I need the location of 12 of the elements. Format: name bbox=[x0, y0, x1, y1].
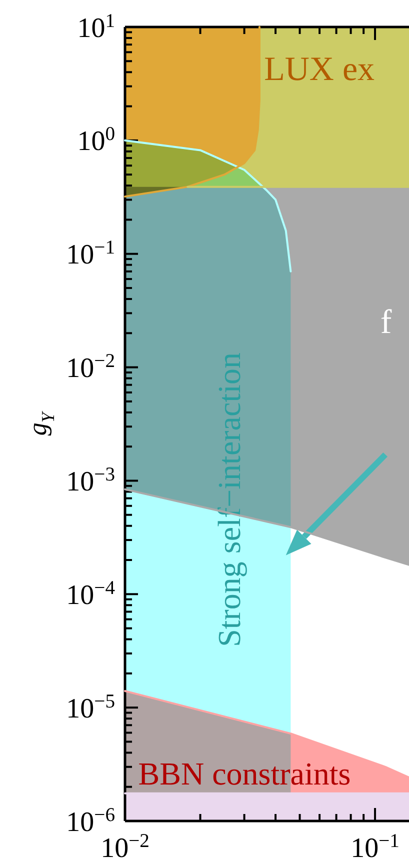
y-tick-label: 10$^{−1}$ bbox=[66, 237, 115, 271]
annotation: Strong self−interaction bbox=[211, 352, 248, 647]
y-tick-label: 10$^{−2}$ bbox=[66, 350, 115, 384]
y-tick-label: 10$^{−6}$ bbox=[66, 804, 116, 838]
y-tick-label: 10$^{−5}$ bbox=[66, 690, 116, 724]
y-tick-label: 10$^{−3}$ bbox=[66, 464, 116, 498]
y-tick-label: 10$^{1}$ bbox=[77, 10, 115, 44]
y-tick-label: 10$^{0}$ bbox=[77, 124, 116, 158]
annotation: BBN constraints bbox=[138, 755, 351, 792]
y-tick-label: 10$^{−4}$ bbox=[66, 577, 116, 611]
annotation: f bbox=[380, 304, 392, 342]
annotation: LUX ex bbox=[264, 51, 375, 88]
